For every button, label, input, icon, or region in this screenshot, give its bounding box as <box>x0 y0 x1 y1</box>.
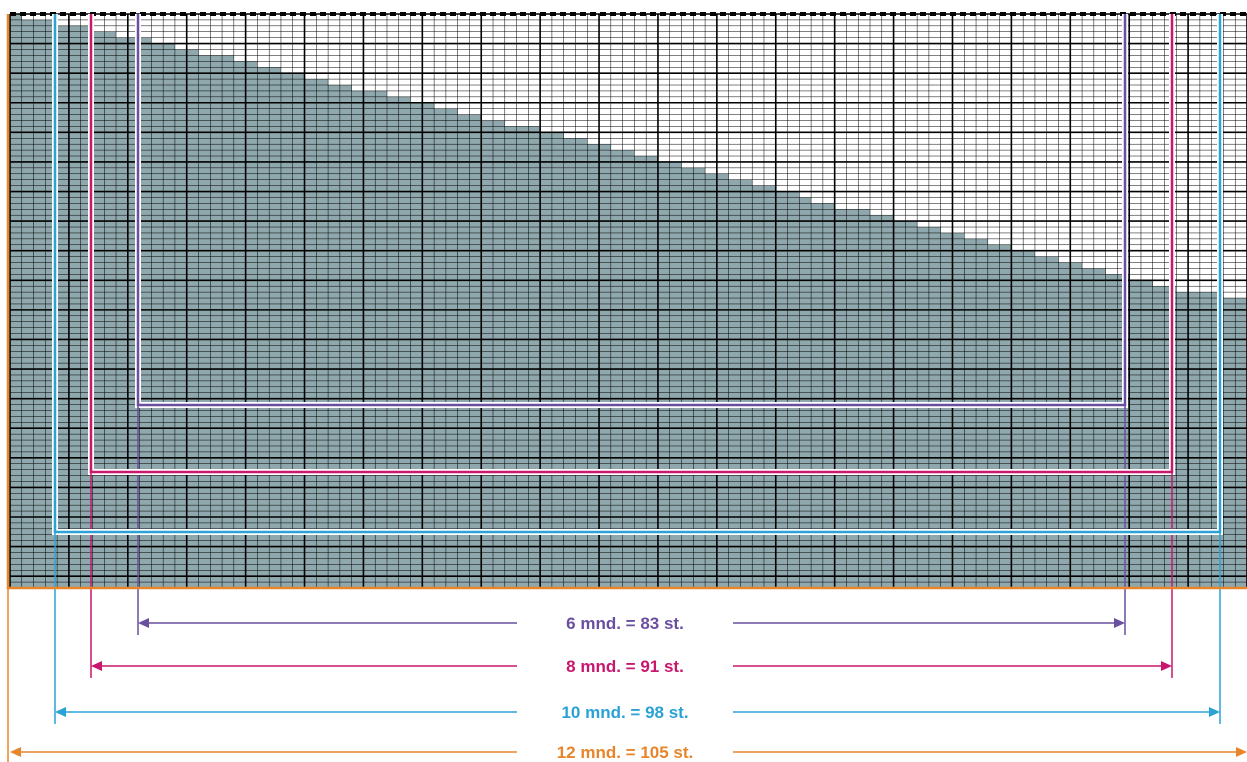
dimension-label-12: 12 mnd. = 105 st. <box>557 743 694 762</box>
grid-fine-lines <box>10 14 1247 589</box>
dimension-label-6: 6 mnd. = 83 st. <box>566 614 684 633</box>
stitch-grid <box>9 12 1247 589</box>
grid-major-lines <box>9 13 1247 588</box>
dimension-10-months: 10 mnd. = 98 st. <box>59 703 1216 722</box>
shaded-stitch-area <box>10 14 1247 588</box>
frame-outline-8 <box>89 14 1174 474</box>
dimension-8-months: 8 mnd. = 91 st. <box>95 657 1168 676</box>
dimension-6-months: 6 mnd. = 83 st. <box>142 614 1121 633</box>
dimension-12-months: 12 mnd. = 105 st. <box>14 743 1243 762</box>
frame-outline-10 <box>53 14 1222 534</box>
size-dimensions: 6 mnd. = 83 st. 8 mnd. = 91 st. 10 mnd. … <box>14 614 1243 762</box>
dimension-label-8: 8 mnd. = 91 st. <box>566 657 684 676</box>
size-frames <box>6 14 1247 762</box>
frame-outline-6 <box>136 14 1127 407</box>
dimension-label-10: 10 mnd. = 98 st. <box>561 703 688 722</box>
